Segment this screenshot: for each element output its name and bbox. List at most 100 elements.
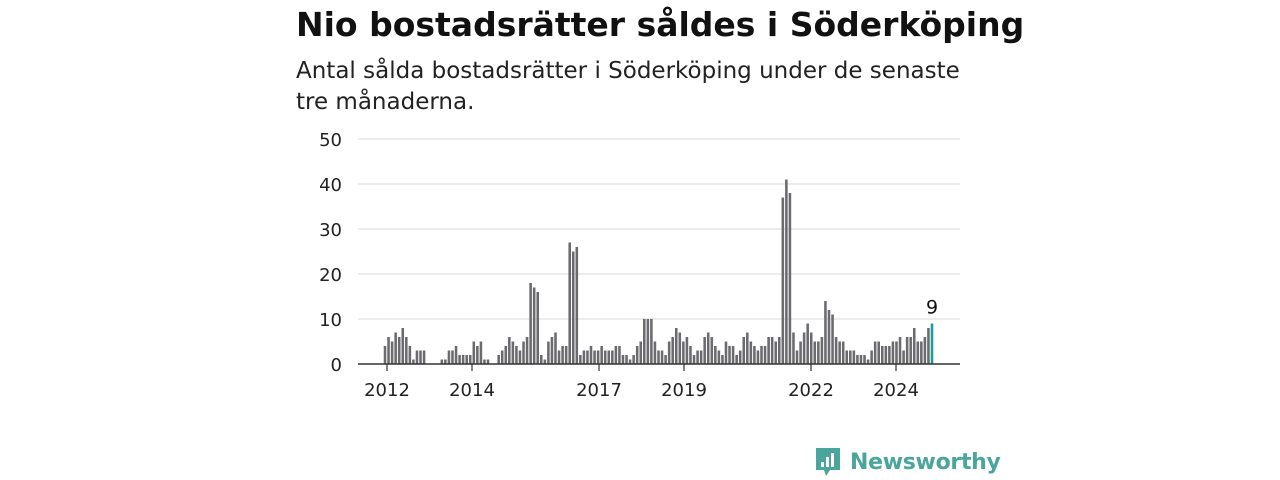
bar: [788, 193, 792, 364]
x-tick-label: 2022: [788, 380, 834, 401]
bar: [397, 337, 401, 364]
bar: [895, 341, 898, 364]
bar: [611, 350, 614, 364]
y-tick-label: 0: [331, 355, 342, 376]
bar: [923, 337, 927, 364]
bar: [845, 350, 849, 364]
bar: [852, 350, 856, 364]
bar: [607, 350, 611, 364]
bar: [849, 350, 852, 364]
x-tick-label: 2017: [576, 380, 622, 401]
bar: [809, 332, 813, 364]
bar: [543, 359, 547, 364]
bar: [394, 332, 397, 364]
bar: [586, 350, 589, 364]
bar: [689, 346, 692, 364]
bar: [905, 337, 909, 364]
bar: [795, 350, 799, 364]
bar: [678, 332, 682, 364]
bar: [920, 341, 923, 364]
x-tick-label: 2014: [449, 380, 495, 401]
bar: [447, 350, 451, 364]
y-tick-label: 20: [319, 265, 342, 286]
bar: [593, 350, 596, 364]
bar: [880, 346, 884, 364]
bar: [422, 350, 426, 364]
bar: [589, 346, 593, 364]
bar: [653, 341, 657, 364]
bar: [632, 355, 635, 364]
bar: [472, 341, 476, 364]
y-tick-label: 50: [319, 130, 342, 151]
bar: [625, 355, 628, 364]
bar: [692, 355, 696, 364]
bar: [753, 346, 756, 364]
bar: [738, 350, 742, 364]
bar: [461, 355, 465, 364]
bar: [731, 346, 735, 364]
bar: [468, 355, 472, 364]
x-tick-label: 2012: [364, 380, 410, 401]
bar: [703, 337, 706, 364]
bar: [525, 337, 529, 364]
bar: [511, 341, 515, 364]
bar: [792, 332, 795, 364]
bar: [802, 332, 806, 364]
bar: [405, 337, 408, 364]
bar: [540, 355, 543, 364]
bar: [412, 359, 415, 364]
bar: [564, 346, 568, 364]
x-axis-ticks: 2012 2014 2017 2019 2022 2024: [364, 364, 919, 401]
bar: [486, 359, 490, 364]
bar: [547, 341, 550, 364]
bar: [635, 346, 639, 364]
bar: [799, 341, 802, 364]
bar: [650, 319, 653, 364]
bar: [554, 332, 557, 364]
highlight-value-label: 9: [926, 297, 938, 319]
bar: [767, 337, 770, 364]
bar: [785, 179, 788, 364]
chart-subtitle: Antal sålda bostadsrätter i Söderköping …: [296, 58, 960, 115]
bar: [465, 355, 468, 364]
bar: [856, 355, 859, 364]
bar: [859, 355, 863, 364]
bar: [383, 346, 387, 364]
bar: [817, 341, 820, 364]
bar: [824, 301, 827, 364]
bar: [721, 355, 724, 364]
x-tick-label: 2024: [873, 380, 919, 401]
bar: [699, 350, 703, 364]
newsworthy-logo-icon: [816, 448, 840, 476]
bar: [568, 242, 571, 364]
y-tick-label: 40: [319, 175, 342, 196]
bar: [735, 355, 738, 364]
bar: [902, 350, 905, 364]
bar: [522, 341, 525, 364]
bar: [884, 346, 888, 364]
bar: [600, 346, 603, 364]
x-tick-label: 2019: [661, 380, 707, 401]
bar: [756, 350, 760, 364]
bar: [770, 337, 774, 364]
bar: [682, 341, 685, 364]
bar: [888, 346, 891, 364]
bar: [866, 359, 870, 364]
y-tick-label: 10: [319, 310, 342, 331]
bar: [390, 341, 394, 364]
bar: [813, 341, 817, 364]
bar: [614, 346, 618, 364]
bar: [891, 341, 895, 364]
bar: [579, 355, 582, 364]
grid-lines: [358, 138, 960, 320]
bar: [664, 355, 667, 364]
bar: [596, 350, 600, 364]
bar: [749, 341, 753, 364]
bar: [671, 337, 674, 364]
bar: [476, 346, 479, 364]
bar: [415, 350, 419, 364]
bar: [927, 328, 930, 364]
bar: [500, 350, 504, 364]
bar: [603, 350, 607, 364]
bar: [440, 359, 444, 364]
